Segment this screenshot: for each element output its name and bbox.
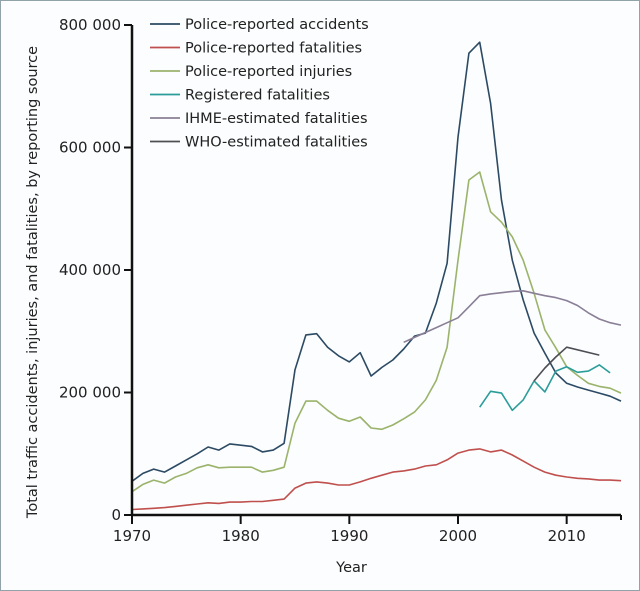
legend-label: Police-reported fatalities: [185, 41, 362, 57]
series-line-1: [131, 448, 622, 511]
x-tick-label: 1990: [330, 527, 368, 545]
y-tick-label: 200 000: [59, 384, 121, 402]
series-line-5: [533, 346, 600, 382]
legend-label: Police-reported injuries: [185, 64, 352, 80]
x-tick-label: 2010: [548, 527, 586, 545]
y-tick-label: 600 000: [59, 139, 121, 157]
x-tick-label: 2000: [439, 527, 477, 545]
y-tick-label: 800 000: [59, 16, 121, 34]
legend: Police-reported accidents Police-reported…: [150, 17, 369, 151]
x-ticks: 1970 1980 1990 2000 2010: [113, 515, 622, 545]
legend-label: IHME-estimated fatalities: [185, 111, 368, 127]
x-tick-label: 1980: [222, 527, 260, 545]
legend-label: WHO-estimated fatalities: [185, 135, 368, 151]
y-ticks: 0 200 000 400 000 600 000 800 000: [59, 16, 132, 524]
x-tick-label: 1970: [113, 527, 151, 545]
legend-label: Registered fatalities: [185, 88, 330, 104]
series-line-2: [131, 171, 622, 493]
plot-lines: [131, 41, 622, 511]
x-axis-title: Year: [335, 560, 367, 576]
series-line-4: [403, 289, 622, 344]
y-tick-label: 400 000: [59, 261, 121, 279]
series-line-0: [131, 41, 622, 482]
y-axis-title: Total traffic accidents, injuries, and f…: [25, 46, 41, 519]
series-line-3: [479, 364, 611, 412]
y-tick-label: 0: [111, 506, 121, 524]
legend-label: Police-reported accidents: [185, 17, 369, 33]
